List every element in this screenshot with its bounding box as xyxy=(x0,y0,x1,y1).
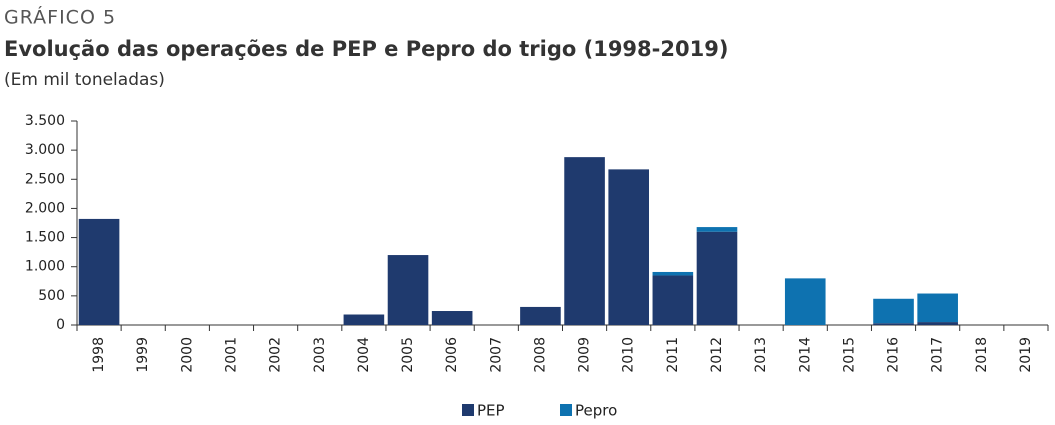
bar-segment xyxy=(873,298,914,324)
x-tick-label: 2017 xyxy=(930,337,946,373)
x-tick-label: 2008 xyxy=(532,337,548,373)
x-tick-label: 1998 xyxy=(91,337,107,373)
bar-segment xyxy=(917,293,958,323)
bar-segment xyxy=(387,255,429,325)
bar-segment xyxy=(78,218,120,325)
x-tick-label: 2002 xyxy=(268,337,284,373)
x-tick-label: 2011 xyxy=(665,337,681,373)
x-tick-label: 2000 xyxy=(179,337,195,373)
y-tick-label: 2.500 xyxy=(25,171,65,187)
bar-segment xyxy=(608,169,650,325)
x-tick-label: 2015 xyxy=(841,337,857,373)
x-tick-label: 2004 xyxy=(356,337,372,373)
bar-segment xyxy=(652,275,694,325)
bar-segment xyxy=(873,323,914,325)
x-tick-label: 2018 xyxy=(974,337,990,373)
bar-segment xyxy=(652,271,694,276)
y-tick-label: 3.500 xyxy=(25,113,65,129)
y-tick-label: 1.000 xyxy=(25,259,65,275)
bar-segment xyxy=(343,314,385,325)
x-tick-label: 1999 xyxy=(135,337,151,373)
y-tick-label: 1.500 xyxy=(25,230,65,246)
x-tick-label: 2005 xyxy=(400,337,416,373)
y-tick-label: 2.000 xyxy=(25,200,65,216)
x-tick-label: 2001 xyxy=(223,337,239,373)
x-tick-label: 2007 xyxy=(488,337,504,373)
bar-segment xyxy=(784,278,826,325)
bar-segment xyxy=(917,322,958,325)
x-tick-label: 2012 xyxy=(709,337,725,373)
x-tick-label: 2010 xyxy=(621,337,637,373)
legend-swatch xyxy=(560,404,572,416)
bar-segment xyxy=(520,306,561,325)
y-tick-label: 0 xyxy=(56,317,65,333)
x-tick-label: 2016 xyxy=(886,337,902,373)
legend-label: PEP xyxy=(477,402,505,420)
legend-swatch xyxy=(462,404,474,416)
bar-segment xyxy=(696,227,738,232)
bar-segment xyxy=(696,231,738,325)
bar-segment xyxy=(564,157,605,325)
x-tick-label: 2013 xyxy=(753,337,769,373)
x-tick-label: 2006 xyxy=(444,337,460,373)
chart-label: GRÁFICO 5 xyxy=(4,6,116,29)
x-tick-label: 2003 xyxy=(312,337,328,373)
x-tick-label: 2009 xyxy=(577,337,593,373)
legend-label: Pepro xyxy=(575,402,617,420)
x-tick-label: 2019 xyxy=(1018,337,1034,373)
x-tick-label: 2014 xyxy=(797,337,813,373)
y-tick-label: 500 xyxy=(38,288,65,304)
bar-segment xyxy=(431,311,473,325)
chart-title: Evolução das operações de PEP e Pepro do… xyxy=(4,37,728,61)
y-tick-label: 3.000 xyxy=(25,142,65,158)
chart-subtitle: (Em mil toneladas) xyxy=(4,70,165,90)
